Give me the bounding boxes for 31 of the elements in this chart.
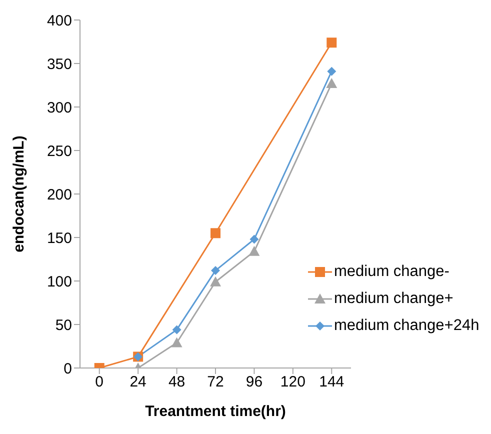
point <box>210 228 220 238</box>
y-tick-label: 300 <box>46 99 72 116</box>
x-axis-title: Treantment time(hr) <box>145 403 286 420</box>
point <box>210 276 221 286</box>
x-tick-label: 72 <box>207 374 224 391</box>
point <box>172 325 182 334</box>
y-tick-label: 100 <box>46 273 72 290</box>
x-tick-label: 48 <box>168 374 186 391</box>
x-tick-label: 96 <box>246 374 263 391</box>
y-tick-label: 150 <box>46 230 72 247</box>
point <box>326 78 338 88</box>
y-tick-label: 0 <box>64 360 72 378</box>
x-tick-label: 144 <box>319 374 344 391</box>
y-tick-label: 200 <box>46 186 72 204</box>
point <box>327 66 336 76</box>
point <box>248 246 260 256</box>
y-tick-label: 50 <box>55 316 72 334</box>
x-tick-label: 0 <box>95 374 104 391</box>
point <box>211 266 220 276</box>
x-tick-label: 24 <box>130 374 146 391</box>
legend-label: medium change- <box>334 262 450 280</box>
legend-label: medium change+24h <box>334 316 480 334</box>
y-tick-label: 250 <box>46 142 72 160</box>
y-axis-title: endocan(ng/mL) <box>10 136 28 252</box>
legend-label: medium change+ <box>334 290 454 308</box>
point <box>326 38 337 48</box>
x-tick-label: 120 <box>280 374 306 391</box>
point <box>250 234 259 244</box>
y-tick-label: 350 <box>46 56 72 73</box>
y-tick-label: 400 <box>46 12 72 30</box>
point <box>171 337 182 348</box>
